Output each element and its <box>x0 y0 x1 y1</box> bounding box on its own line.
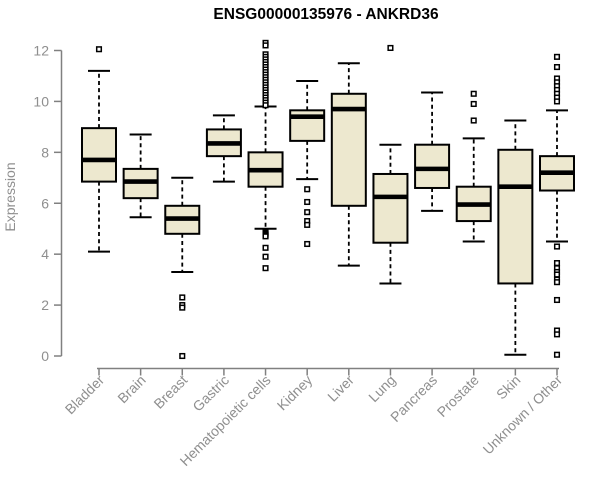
outlier-point <box>553 260 561 267</box>
outlier-point <box>262 102 269 109</box>
boxplot-group-gastric <box>205 114 242 183</box>
x-tick-label-kidney: Kidney <box>274 372 316 414</box>
outlier-point <box>179 294 186 301</box>
y-tick-label: 2 <box>41 297 49 313</box>
boxplot-group-lung <box>372 44 409 285</box>
y-tick-label: 6 <box>41 195 49 211</box>
outlier-point <box>553 63 561 71</box>
x-tick-label-breast: Breast <box>150 372 190 412</box>
outlier-point <box>553 331 561 338</box>
chart-title: ENSG00000135976 - ANKRD36 <box>213 6 439 23</box>
box-rect <box>497 148 534 285</box>
boxplot-group-hematopoietic-cells <box>247 39 284 272</box>
x-tick-label-lung: Lung <box>365 372 398 405</box>
boxplot-group-brain <box>122 133 159 219</box>
outlier-point <box>470 100 477 108</box>
boxplot-group-unknown-other <box>538 53 575 358</box>
y-tick-label: 4 <box>41 246 49 262</box>
y-tick-label: 12 <box>33 43 49 59</box>
outlier-point <box>304 240 311 248</box>
box-rect <box>330 92 367 207</box>
outlier-point <box>553 53 561 60</box>
y-axis-title: Expression <box>2 162 18 231</box>
outlier-point <box>470 90 477 97</box>
outlier-point <box>179 352 186 360</box>
boxplot-group-kidney <box>289 80 326 248</box>
boxplot-group-breast <box>164 176 201 360</box>
boxplot-group-liver <box>330 62 367 267</box>
x-tick-label-skin: Skin <box>493 372 524 403</box>
outlier-point <box>553 351 561 358</box>
outlier-point <box>304 198 311 206</box>
x-tick-label-prostate: Prostate <box>434 372 482 420</box>
y-tick-label: 8 <box>41 144 49 160</box>
x-tick-label-unknown-other: Unknown / Other <box>480 372 566 458</box>
outlier-point <box>304 209 311 216</box>
outlier-point <box>304 221 311 228</box>
outlier-point <box>387 44 394 52</box>
outlier-point <box>179 304 186 311</box>
boxplot-group-pancreas <box>414 91 451 212</box>
outlier-point <box>262 42 269 49</box>
outlier-point <box>553 271 561 278</box>
outlier-point <box>553 243 561 250</box>
outlier-point <box>553 279 561 286</box>
outlier-point <box>95 46 103 53</box>
outlier-point <box>262 265 269 272</box>
outlier-point <box>553 296 561 304</box>
x-tick-label-brain: Brain <box>114 372 148 406</box>
y-tick-label: 0 <box>41 348 49 364</box>
outlier-point <box>262 244 269 251</box>
outlier-point <box>262 233 269 240</box>
x-tick-label-bladder: Bladder <box>62 372 108 418</box>
boxplot-group-bladder <box>81 46 117 253</box>
outlier-point <box>553 98 561 105</box>
boxplot-group-skin <box>497 119 534 356</box>
outlier-point <box>262 253 269 260</box>
box-rect <box>414 143 451 189</box>
box-rect <box>372 172 409 244</box>
outlier-point <box>304 186 311 193</box>
box-rect <box>81 127 117 183</box>
boxplot-group-prostate <box>455 90 492 243</box>
y-tick-label: 10 <box>33 93 49 109</box>
x-tick-label-liver: Liver <box>324 372 357 405</box>
boxes-layer <box>81 39 575 360</box>
outlier-point <box>470 117 477 124</box>
